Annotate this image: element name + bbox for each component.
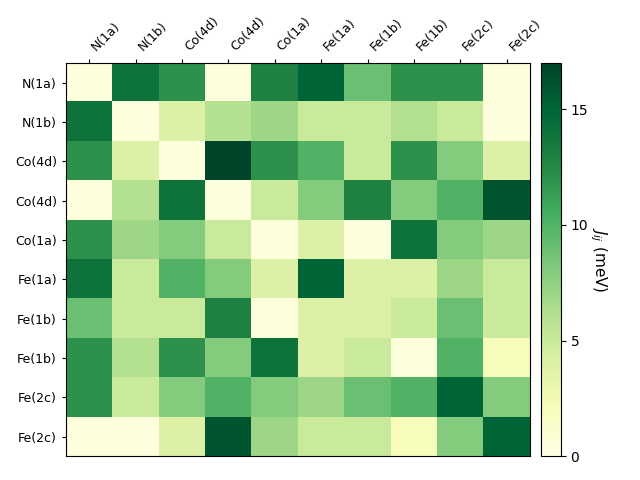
Y-axis label: $J_{ij}$ (meV): $J_{ij}$ (meV) <box>588 227 609 292</box>
